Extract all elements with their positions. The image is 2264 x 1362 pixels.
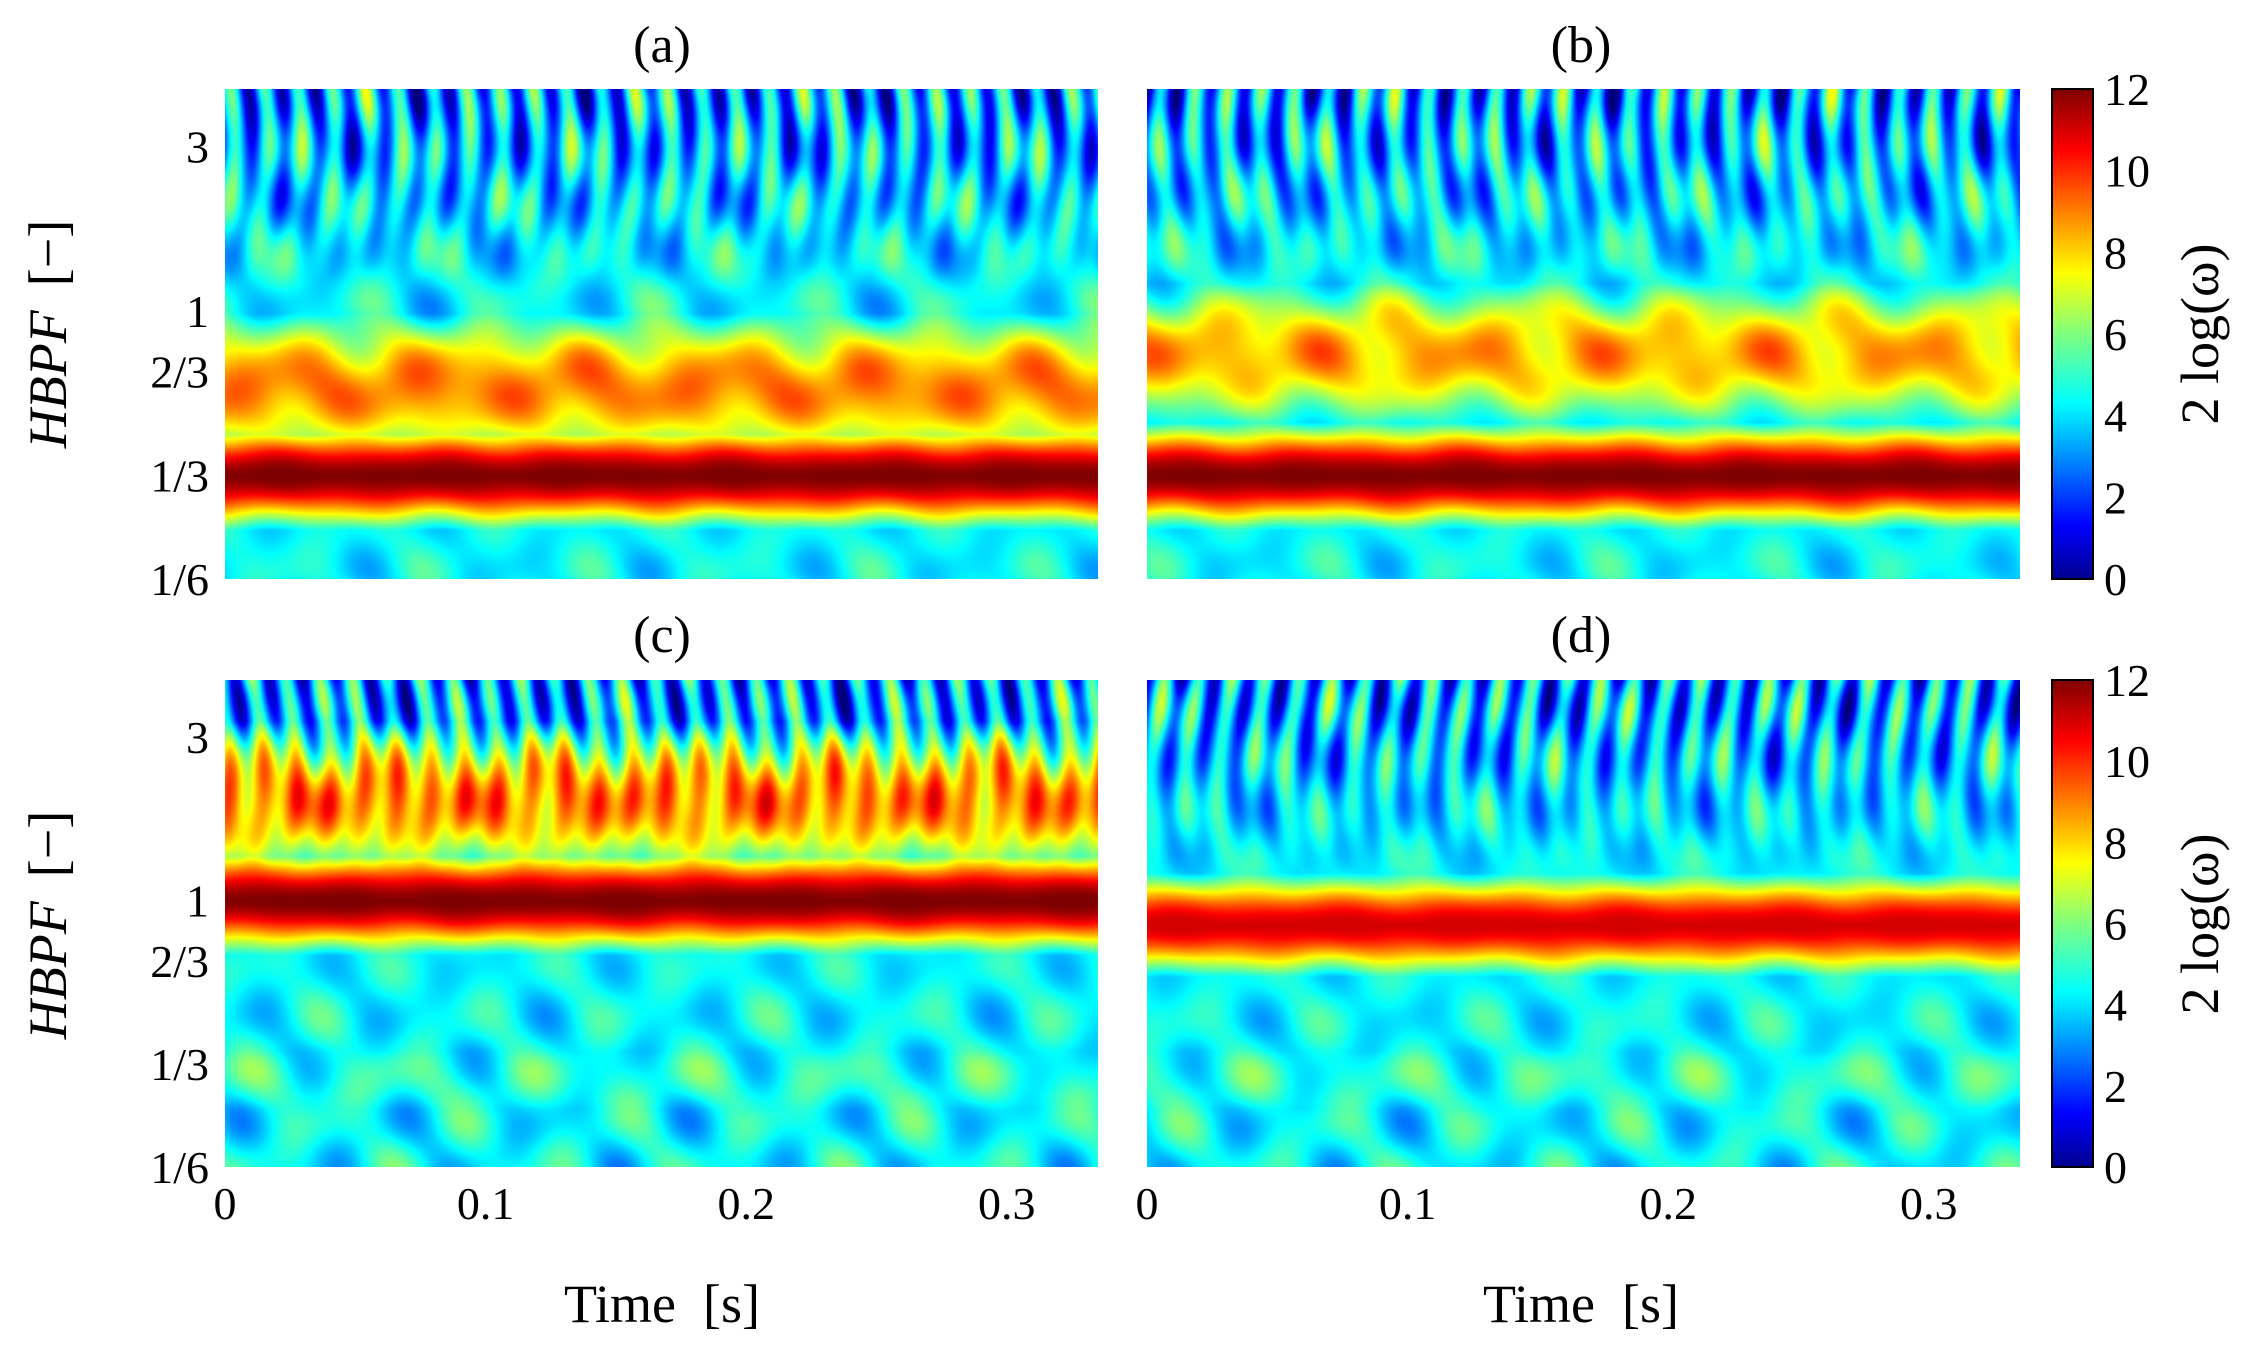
x-tick-label: 0.2	[717, 1178, 775, 1229]
x-tick-label: 0.3	[1900, 1178, 1958, 1229]
colorbar-bottom-label: 2 log(ω)	[2170, 833, 2230, 1014]
y-tick-label: 1	[186, 875, 209, 926]
panel-d-title: (d)	[1551, 607, 1612, 664]
colorbar-tick-label: 6	[2104, 899, 2127, 950]
svg-text:HBPF[−]: HBPF [−]	[18, 220, 78, 449]
panel-a-heatmap-container	[225, 89, 1098, 579]
colorbar-bottom-ticks: 0 2 4 6 8 10 12	[2104, 655, 2150, 1193]
y-axis-label-bottom: HBPF [−]	[18, 811, 78, 1040]
colorbar-label: 2 log(ω)	[2170, 833, 2230, 1014]
y-tick-label: 2/3	[150, 346, 209, 397]
colorbar-tick-label: 6	[2104, 309, 2127, 360]
y-tick-label: 2/3	[150, 936, 209, 987]
x-tick-label: 0.1	[457, 1178, 515, 1229]
y-axis-label-var: HBPF	[18, 900, 78, 1040]
panel-a-y-ticks: 1/6 1/3 2/3 1 3	[150, 121, 209, 605]
colorbar-top	[2051, 88, 2094, 580]
panel-c-title: (c)	[633, 607, 691, 664]
y-axis-label-unit: [−]	[18, 811, 78, 877]
y-tick-label: 1/3	[150, 1039, 209, 1090]
x-tick-label: 0.2	[1639, 1178, 1697, 1229]
panel-d-heatmap-container	[1147, 680, 2020, 1167]
y-tick-label: 1/6	[150, 1142, 209, 1193]
panel-c-heatmap-container	[225, 680, 1098, 1167]
panel-d-heatmap	[1147, 680, 2020, 1167]
colorbar-tick-label: 4	[2104, 391, 2127, 442]
y-tick-label: 1/6	[150, 554, 209, 605]
colorbar-tick-label: 0	[2104, 554, 2127, 605]
colorbar-tick-label: 4	[2104, 980, 2127, 1031]
y-tick-label: 1	[186, 286, 209, 337]
x-axis-label-d: Time [s]	[1483, 1274, 1679, 1334]
colorbar-label: 2 log(ω)	[2170, 243, 2230, 424]
panel-c-y-ticks: 1/6 1/3 2/3 1 3	[150, 712, 209, 1193]
panel-a-title: (a)	[633, 17, 691, 74]
colorbar-tick-label: 0	[2104, 1142, 2127, 1193]
y-tick-label: 3	[186, 712, 209, 763]
panel-a-heatmap	[225, 89, 1098, 579]
y-axis-label-unit: [−]	[18, 220, 78, 286]
colorbar-tick-label: 8	[2104, 227, 2127, 278]
colorbar-tick-label: 2	[2104, 1061, 2127, 1112]
y-tick-label: 1/3	[150, 450, 209, 501]
panel-b-heatmap-container	[1147, 89, 2020, 579]
panel-b-title: (b)	[1551, 17, 1612, 74]
colorbar-tick-label: 10	[2104, 736, 2150, 787]
colorbar-top-label: 2 log(ω)	[2170, 243, 2230, 424]
panel-d-x-ticks: 0 0.1 0.2 0.3	[1136, 1178, 1958, 1229]
colorbar-tick-label: 12	[2104, 64, 2150, 115]
x-tick-label: 0.1	[1379, 1178, 1437, 1229]
colorbar-tick-label: 8	[2104, 817, 2127, 868]
x-tick-label: 0	[214, 1178, 237, 1229]
panel-b-heatmap	[1147, 89, 2020, 579]
colorbar-tick-label: 10	[2104, 146, 2150, 197]
y-axis-label-var: HBPF	[18, 309, 78, 449]
x-axis-label-c: Time [s]	[564, 1274, 760, 1334]
colorbar-top-ticks: 0 2 4 6 8 10 12	[2104, 64, 2150, 605]
colorbar-bottom	[2051, 679, 2094, 1168]
x-tick-label: 0.3	[978, 1178, 1036, 1229]
y-tick-label: 3	[186, 121, 209, 172]
svg-text:HBPF[−]: HBPF [−]	[18, 811, 78, 1040]
panel-c-heatmap	[225, 680, 1098, 1167]
y-axis-label-top: HBPF [−]	[18, 220, 78, 449]
colorbar-tick-label: 12	[2104, 655, 2150, 706]
x-tick-label: 0	[1136, 1178, 1159, 1229]
panel-c-x-ticks: 0 0.1 0.2 0.3	[214, 1178, 1036, 1229]
colorbar-tick-label: 2	[2104, 472, 2127, 523]
